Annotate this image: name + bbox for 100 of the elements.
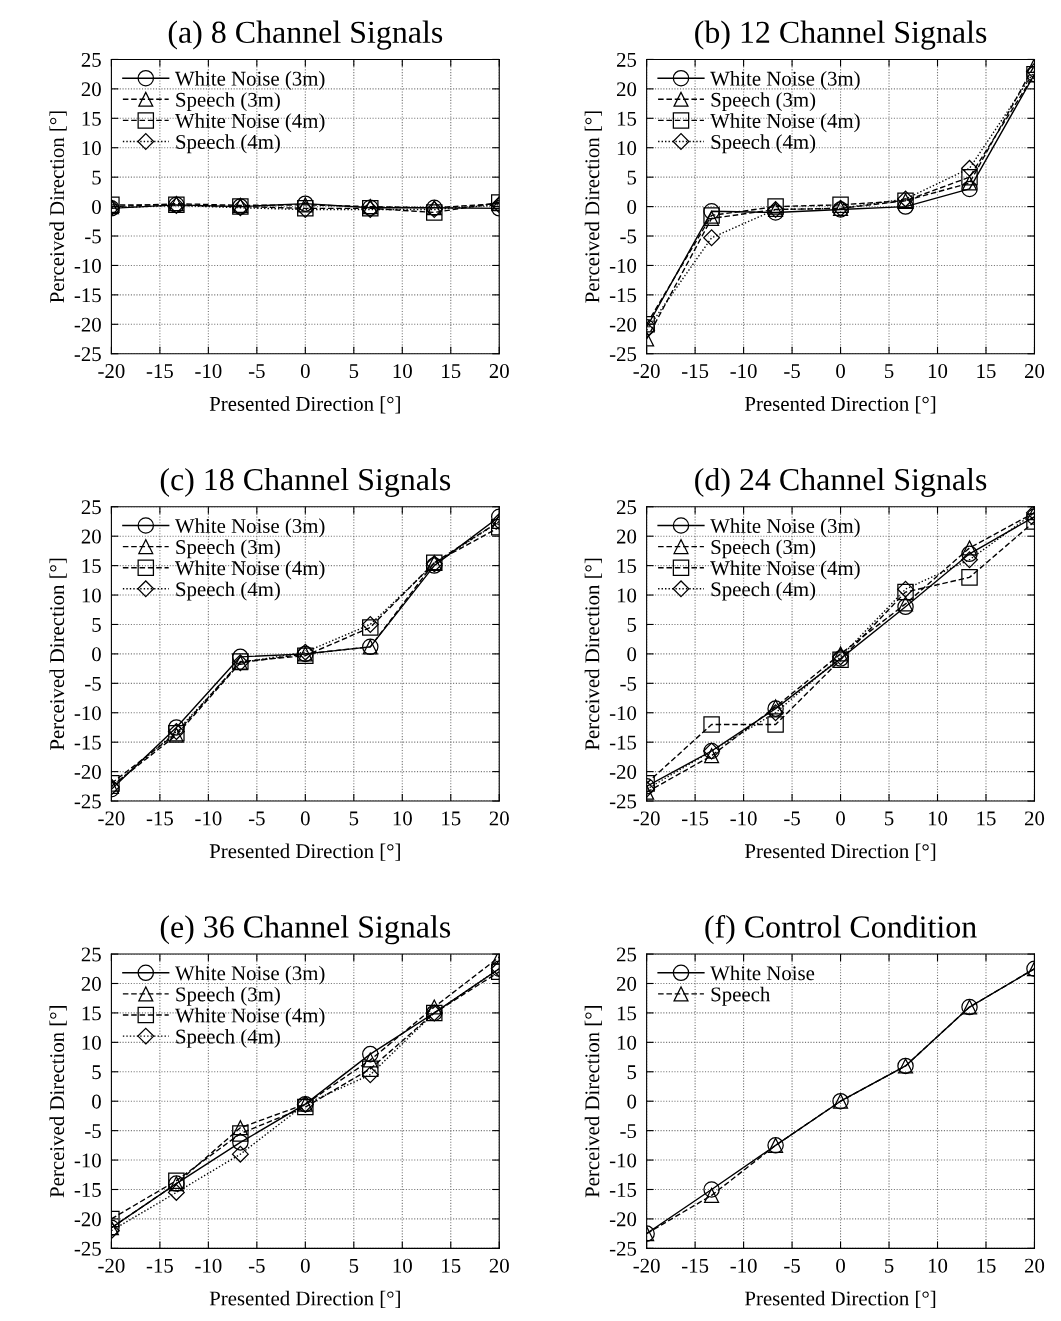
x-tick-label: 20: [1024, 811, 1045, 826]
x-tick-label: 15: [442, 364, 461, 379]
legend-label: White Noise (4m): [174, 113, 325, 133]
x-tick-label: -10: [730, 364, 757, 379]
x-tick-label: 10: [393, 1258, 412, 1273]
y-tick-label: 10: [82, 588, 101, 603]
x-tick-label: -5: [784, 364, 800, 379]
x-tick-label: 0: [300, 364, 310, 379]
legend-label: White Noise (3m): [710, 518, 860, 538]
y-tick-label: 5: [627, 170, 637, 185]
chart-title: (a) 8 Channel Signals: [168, 20, 443, 50]
y-tick-label: -5: [620, 1124, 637, 1139]
chart-title: (c) 18 Channel Signals: [160, 467, 451, 497]
x-tick-label: 10: [928, 1258, 948, 1273]
x-axis-title: Presented Direction [°]: [209, 843, 400, 861]
y-tick-label: -20: [609, 317, 637, 332]
y-tick-label: -15: [74, 288, 101, 303]
x-tick-label: -10: [195, 811, 222, 826]
y-tick-label: 5: [627, 1065, 637, 1080]
x-tick-label: 0: [836, 1258, 845, 1273]
y-tick-label: -20: [74, 317, 101, 332]
x-tick-label: -5: [248, 811, 265, 826]
y-tick-label: -5: [85, 1124, 101, 1139]
y-tick-label: 10: [617, 141, 637, 156]
y-tick-label: 15: [617, 559, 637, 574]
y-tick-label: -10: [74, 1153, 101, 1168]
x-tick-label: -15: [146, 811, 173, 826]
y-tick-label: -15: [609, 1182, 637, 1197]
x-tick-label: 5: [885, 1258, 894, 1273]
x-tick-label: 0: [836, 364, 845, 379]
legend-label: White Noise (4m): [174, 1007, 325, 1027]
y-tick-label: -5: [85, 676, 101, 691]
y-tick-label: -15: [74, 1182, 101, 1197]
y-tick-label: -10: [609, 706, 637, 721]
legend-label: White Noise: [710, 965, 815, 981]
x-tick-label: 15: [442, 811, 461, 826]
x-tick-label: -5: [784, 1258, 800, 1273]
y-tick-label: 0: [627, 1094, 637, 1109]
y-tick-label: 0: [627, 199, 637, 215]
y-axis-title: Perceived Direction [°]: [49, 1006, 67, 1198]
y-tick-label: 0: [92, 647, 101, 662]
legend-label: Speech (4m): [711, 134, 816, 154]
y-tick-label: 10: [82, 141, 101, 156]
y-axis-title: Perceived Direction [°]: [584, 111, 602, 303]
x-tick-label: 10: [393, 364, 412, 379]
y-tick-label: -15: [609, 288, 637, 303]
y-tick-label: 15: [82, 559, 101, 574]
y-tick-label: 10: [617, 1035, 637, 1050]
chart-title: (f) Control Condition: [705, 914, 977, 945]
x-tick-label: -5: [248, 364, 265, 379]
y-tick-label: -25: [609, 1241, 637, 1256]
x-axis-title: Presented Direction [°]: [745, 1290, 936, 1309]
y-tick-label: -15: [609, 735, 637, 750]
legend-label: White Noise (4m): [710, 113, 860, 133]
legend-label: Speech (3m): [711, 92, 816, 112]
chart-title: (e) 36 Channel Signals: [160, 915, 451, 945]
y-tick-label: 0: [92, 1094, 101, 1109]
legend-label: Speech (4m): [176, 581, 280, 601]
legend-label: Speech (4m): [176, 134, 280, 154]
y-tick-label: -10: [74, 706, 101, 721]
y-tick-label: -25: [609, 794, 637, 809]
x-tick-label: 10: [928, 811, 948, 826]
y-tick-label: 25: [81, 500, 101, 515]
legend-label: Speech (3m): [176, 986, 280, 1006]
y-tick-label: 5: [92, 170, 101, 185]
y-tick-label: 5: [627, 618, 637, 632]
x-tick-label: 5: [349, 1258, 359, 1273]
x-tick-label: -10: [195, 364, 222, 379]
y-tick-label: 20: [616, 82, 637, 97]
x-tick-label: 15: [977, 364, 996, 379]
x-tick-label: 20: [489, 364, 509, 379]
x-tick-label: -10: [730, 1258, 757, 1273]
x-tick-label: -10: [730, 811, 757, 826]
legend-label: White Noise (3m): [174, 518, 325, 538]
x-tick-label: -10: [195, 1258, 222, 1273]
y-tick-label: 5: [92, 1065, 101, 1080]
y-tick-label: -20: [74, 764, 101, 780]
y-axis-title: Perceived Direction [°]: [584, 558, 602, 751]
x-tick-label: -15: [682, 811, 709, 826]
y-tick-label: -5: [620, 229, 637, 244]
x-axis-title: Presented Direction [°]: [209, 1290, 400, 1309]
y-axis-title: Perceived Direction [°]: [584, 1006, 602, 1198]
y-tick-label: 0: [627, 647, 637, 662]
x-tick-label: -15: [146, 1258, 173, 1273]
x-tick-label: 15: [442, 1258, 461, 1273]
legend-label: Speech (3m): [176, 539, 280, 559]
y-tick-label: 15: [82, 1006, 101, 1021]
y-tick-label: 25: [616, 500, 637, 515]
chart-title: (b) 12 Channel Signals: [695, 20, 987, 50]
y-tick-label: 0: [92, 199, 101, 215]
x-tick-label: 15: [977, 1258, 996, 1273]
y-tick-label: 25: [616, 947, 637, 962]
y-tick-label: 25: [81, 52, 101, 67]
legend-label: White Noise (4m): [174, 560, 325, 580]
y-tick-label: -25: [74, 1241, 101, 1256]
y-tick-label: -25: [74, 794, 101, 809]
y-tick-label: -20: [609, 764, 637, 780]
x-tick-label: 5: [885, 364, 894, 379]
legend-label: Speech (4m): [711, 581, 816, 601]
y-tick-label: -25: [609, 347, 637, 362]
